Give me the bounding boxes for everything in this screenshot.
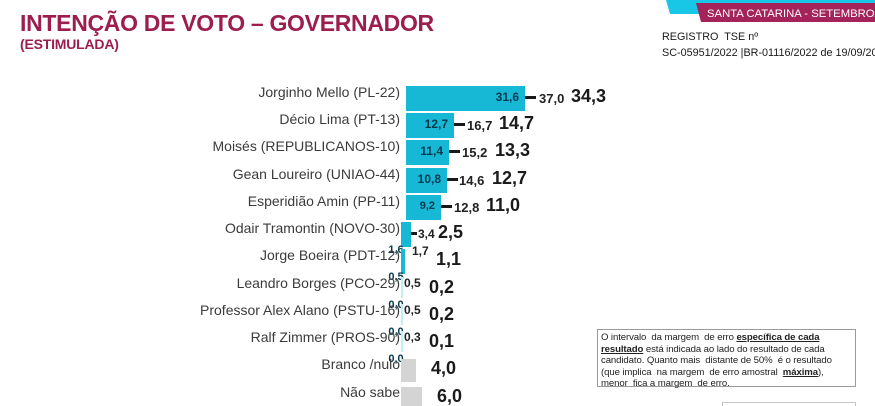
svg-text:SANTA CATARINA - SETEMBRO/22: SANTA CATARINA - SETEMBRO/22 <box>707 8 875 20</box>
